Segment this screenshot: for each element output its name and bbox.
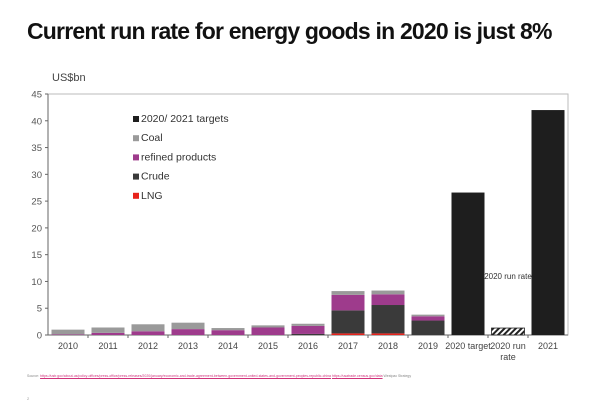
bar-segment-refined-products <box>91 332 125 335</box>
y-tick-label: 35 <box>31 143 42 154</box>
x-tick-label: 2010 <box>58 341 78 351</box>
source-link-ustr[interactable]: https://ustr.gov/about-us/policy-offices… <box>40 374 331 378</box>
bar-segment-crude <box>291 333 325 335</box>
stacked-bar-chart: 0 5 10 15 20 25 30 35 40 45 2010 2011 2012 2013 2014 20… <box>31 90 569 362</box>
legend-swatch <box>133 135 139 142</box>
x-tick-label: 2016 <box>298 341 318 351</box>
bar-segment-refined-products <box>411 316 445 321</box>
source-note: Source: https://ustr.gov/about-us/policy… <box>27 374 411 378</box>
bar-segment-refined-products <box>211 330 245 335</box>
legend-label: Coal <box>141 132 163 144</box>
bar-segment-2020-run-rate <box>491 327 525 336</box>
bar-segment-refined-products <box>331 294 365 311</box>
bar-segment-coal <box>51 329 85 335</box>
bar-segment-refined-products <box>51 334 85 335</box>
page-number: 2 <box>27 396 30 401</box>
source-label: Source: <box>27 374 40 378</box>
bar-segment-coal <box>411 314 445 317</box>
bar-segment-refined-products <box>171 329 205 335</box>
x-tick-label: 2021 <box>538 341 558 351</box>
legend-label: LNG <box>141 190 163 202</box>
source-credit: Westpac Strategy <box>383 374 412 378</box>
bar-segment-coal <box>171 322 205 330</box>
x-tick-label: 2020 run <box>490 341 526 351</box>
x-tick-label: rate <box>500 352 516 362</box>
y-tick-label: 5 <box>37 304 42 315</box>
bar-segment-coal <box>131 324 165 332</box>
bar-segment-2020-2021-targets <box>451 192 485 335</box>
bar-segment-coal <box>251 325 285 328</box>
legend-swatch <box>133 116 139 122</box>
legend-label: Crude <box>141 171 170 183</box>
bar-segment-refined-products <box>371 294 405 306</box>
bar-segment-coal <box>371 290 405 295</box>
y-tick-label: 40 <box>31 116 42 127</box>
legend-swatch <box>133 192 139 199</box>
x-tick-label: 2018 <box>378 341 398 351</box>
y-tick-label: 0 <box>37 331 42 342</box>
bar-segment-crude <box>411 320 445 335</box>
x-tick-label: 2011 <box>98 341 117 351</box>
source-link-census[interactable]: https://usatrade.census.gov/data <box>331 374 383 378</box>
x-tick-label: 2017 <box>338 341 358 351</box>
bar-segment-lng <box>331 333 365 335</box>
bar-segment-2020-2021-targets <box>531 110 565 335</box>
y-tick-label: 20 <box>31 223 42 234</box>
y-tick-label: 45 <box>31 90 42 101</box>
legend-swatch <box>133 173 139 180</box>
bar-segment-crude <box>371 305 405 334</box>
x-tick-label: 2014 <box>218 341 238 351</box>
bar-segment-coal <box>291 323 325 326</box>
y-tick-label: 15 <box>31 250 42 261</box>
bar-segment-refined-products <box>291 325 325 334</box>
bar-segment-refined-products <box>251 327 285 335</box>
y-axis-unit-label: US$bn <box>52 72 86 84</box>
bar-segment-coal <box>331 291 365 295</box>
x-tick-label: 2013 <box>178 341 198 351</box>
y-tick-label: 10 <box>31 277 42 288</box>
bar-segment-lng <box>371 333 405 335</box>
slide-title: Current run rate for energy goods in 202… <box>27 18 552 44</box>
bar-segment-refined-products <box>131 331 165 335</box>
x-tick-label: 2020 target <box>445 341 491 351</box>
x-tick-label: 2012 <box>138 341 158 351</box>
legend-label: refined products <box>141 151 216 163</box>
x-tick-label: 2019 <box>418 341 438 351</box>
bar-segment-coal <box>91 327 125 333</box>
legend-swatch <box>133 154 139 161</box>
y-tick-label: 30 <box>31 170 42 181</box>
x-tick-label: 2015 <box>258 341 278 351</box>
legend-label: 2020/ 2021 targets <box>141 113 229 125</box>
bar-segment-crude <box>331 310 365 334</box>
y-tick-label: 25 <box>31 197 42 208</box>
plot-frame <box>47 93 569 336</box>
bar-segment-coal <box>211 328 245 331</box>
annotation-run-rate: 2020 run rate <box>484 272 532 281</box>
